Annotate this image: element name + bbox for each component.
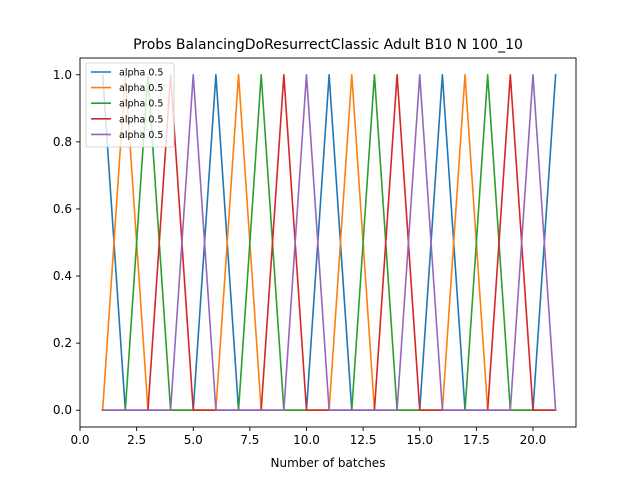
y-tick-label: 0.2 (53, 336, 72, 350)
legend: alpha 0.5 alpha 0.5 alpha 0.5 alpha 0.5 alph… (85, 62, 175, 148)
x-tick-label: 10.0 (293, 433, 320, 447)
series-line-5 (101, 73, 557, 412)
x-tick-label: 12.5 (350, 433, 377, 447)
x-axis-label: Number of batches (271, 456, 386, 470)
axes-layer: 0.0 2.5 5.0 7.5 10.0 12.5 15.0 17.5 20.0 0.0 0.2 0.… (53, 57, 577, 447)
plot-frame (79, 57, 577, 428)
legend-label-5: alpha 0.5 (119, 130, 163, 141)
series-layer (101, 73, 557, 412)
y-tick-label: 0.8 (53, 135, 72, 149)
y-tick-label: 1.0 (53, 68, 72, 82)
x-tick-label: 15.0 (406, 433, 433, 447)
x-tick-label: 5.0 (184, 433, 203, 447)
y-tick-label: 0.4 (53, 269, 72, 283)
legend-label-4: alpha 0.5 (119, 114, 163, 125)
y-tick-label: 0.6 (53, 202, 72, 216)
y-tick-label: 0.0 (53, 403, 72, 417)
x-tick-label: 7.5 (240, 433, 259, 447)
x-tick-label: 0.0 (70, 433, 89, 447)
legend-label-2: alpha 0.5 (119, 83, 163, 94)
legend-label-3: alpha 0.5 (119, 99, 163, 110)
x-tick-label: 20.0 (520, 433, 547, 447)
legend-box (85, 62, 175, 148)
x-tick-label: 17.5 (463, 433, 490, 447)
x-tick-label: 2.5 (127, 433, 146, 447)
chart-title: Probs BalancingDoResurrectClassic Adult … (133, 37, 523, 53)
legend-label-1: alpha 0.5 (119, 68, 163, 79)
